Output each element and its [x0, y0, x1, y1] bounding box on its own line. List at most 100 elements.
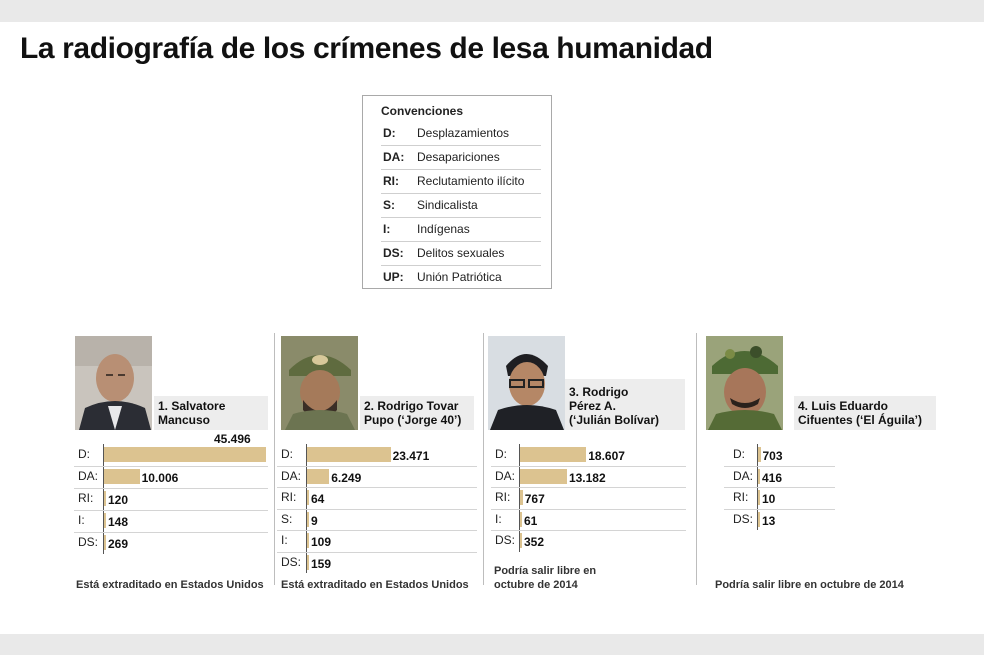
data-bar [104, 513, 106, 528]
row-separator [491, 530, 686, 531]
data-bar [520, 533, 522, 548]
legend-label: Sindicalista [417, 198, 478, 212]
panel-divider [483, 333, 484, 585]
data-bar [758, 490, 760, 505]
legend-code: UP: [383, 270, 404, 284]
legend-item: UP: Unión Patriótica [381, 266, 541, 289]
data-bar [758, 511, 760, 527]
legend-code: RI: [383, 174, 399, 188]
panel-note-4: Podría salir libre en octubre de 2014 [715, 579, 904, 591]
data-label: 269 [108, 537, 129, 551]
data-bar [307, 533, 309, 548]
category-label: I: [281, 533, 288, 547]
legend-heading: Convenciones [381, 104, 464, 118]
data-bar [520, 447, 587, 462]
legend-item: DA: Desapariciones [381, 146, 541, 170]
category-label: D: [495, 447, 507, 461]
legend-label: Indígenas [417, 222, 470, 236]
data-bar [307, 554, 309, 570]
data-bar [104, 491, 106, 506]
data-label: 352 [524, 535, 545, 549]
portrait-photo-2 [281, 336, 358, 430]
data-bar [520, 490, 523, 505]
data-bar [104, 535, 106, 550]
portrait-photo-4 [706, 336, 783, 430]
legend-label: Reclutamiento ilícito [417, 174, 525, 188]
panel-divider [274, 333, 275, 585]
data-label: 61 [524, 513, 538, 528]
data-label: 13 [762, 513, 776, 528]
category-label: DA: [281, 468, 302, 483]
row-separator [74, 510, 268, 511]
person-name-2: 2. Rodrigo Tovar Pupo (‘Jorge 40’) [360, 396, 474, 430]
row-separator [491, 487, 686, 488]
data-label: 10 [762, 492, 776, 506]
row-separator [724, 465, 835, 467]
data-label: 18.607 [588, 449, 625, 463]
row-separator [724, 487, 835, 488]
data-label: 23.471 [392, 449, 430, 463]
legend-rows: D: Desplazamientos DA: Desapariciones RI: R… [381, 122, 541, 289]
row-separator [277, 487, 477, 488]
data-bar [758, 468, 760, 484]
person-name-1: 1. Salvatore Mancuso [154, 396, 268, 430]
category-label: S: [281, 511, 293, 526]
data-label: 13.182 [568, 470, 606, 485]
data-label: 64 [311, 492, 325, 506]
infographic-sheet: La radiografía de los crímenes de lesa h… [0, 22, 984, 634]
data-bar [520, 511, 522, 527]
data-label: 416 [762, 470, 783, 485]
category-label: RI: [281, 490, 297, 504]
category-label: RI: [78, 491, 94, 505]
data-label: 767 [524, 492, 545, 506]
row-separator [74, 532, 268, 533]
legend-box: Convenciones D: Desplazamientos DA: Desapa… [362, 95, 552, 289]
legend-code: I: [383, 222, 391, 236]
portrait-photo-3 [488, 336, 565, 430]
legend-code: S: [383, 198, 395, 212]
category-label: D: [733, 447, 745, 461]
panel-note-1: Está extraditado en Estados Unidos [76, 579, 264, 591]
row-separator [277, 551, 477, 553]
data-bar [758, 447, 761, 462]
category-label: I: [495, 511, 502, 526]
data-label: 109 [311, 535, 332, 549]
data-label: 148 [108, 515, 129, 529]
data-label: 45.496 [214, 432, 251, 446]
data-bar [104, 469, 140, 484]
person-name-3: 3. Rodrigo Pérez A. (‘Julián Bolívar) [565, 379, 685, 430]
person-name-4: 4. Luis Eduardo Cifuentes (‘El Águila’) [794, 396, 936, 430]
legend-code: DS: [383, 246, 404, 260]
row-separator [74, 488, 268, 489]
chart-axis [103, 444, 104, 554]
legend-item: S: Sindicalista [381, 194, 541, 218]
category-label: I: [78, 513, 85, 527]
legend-label: Delitos sexuales [417, 246, 505, 260]
data-bar [307, 511, 309, 527]
data-bar [307, 447, 391, 462]
data-bar [104, 447, 266, 462]
data-bar [307, 490, 309, 505]
data-label: 10.006 [141, 471, 179, 485]
legend-label: Desplazamientos [417, 126, 510, 140]
legend-label: Desapariciones [417, 150, 500, 164]
category-label: DA: [495, 468, 516, 483]
data-label: 159 [311, 556, 332, 571]
category-label: DS: [495, 533, 516, 547]
data-label: 9 [311, 513, 318, 528]
category-label: RI: [495, 490, 511, 504]
data-bar [520, 468, 567, 484]
data-bar [307, 468, 330, 484]
chart-axis [519, 444, 520, 552]
legend-code: D: [383, 126, 396, 140]
legend-item: DS: Delitos sexuales [381, 242, 541, 266]
category-label: D: [281, 447, 293, 461]
row-separator [724, 508, 835, 510]
page-title: La radiografía de los crímenes de lesa h… [20, 32, 713, 65]
panel-note-2: Está extraditado en Estados Unidos [281, 579, 469, 591]
legend-code: DA: [383, 150, 405, 164]
data-label: 6.249 [331, 470, 362, 485]
legend-item: D: Desplazamientos [381, 122, 541, 146]
data-label: 120 [108, 493, 129, 507]
category-label: DA: [733, 468, 754, 483]
